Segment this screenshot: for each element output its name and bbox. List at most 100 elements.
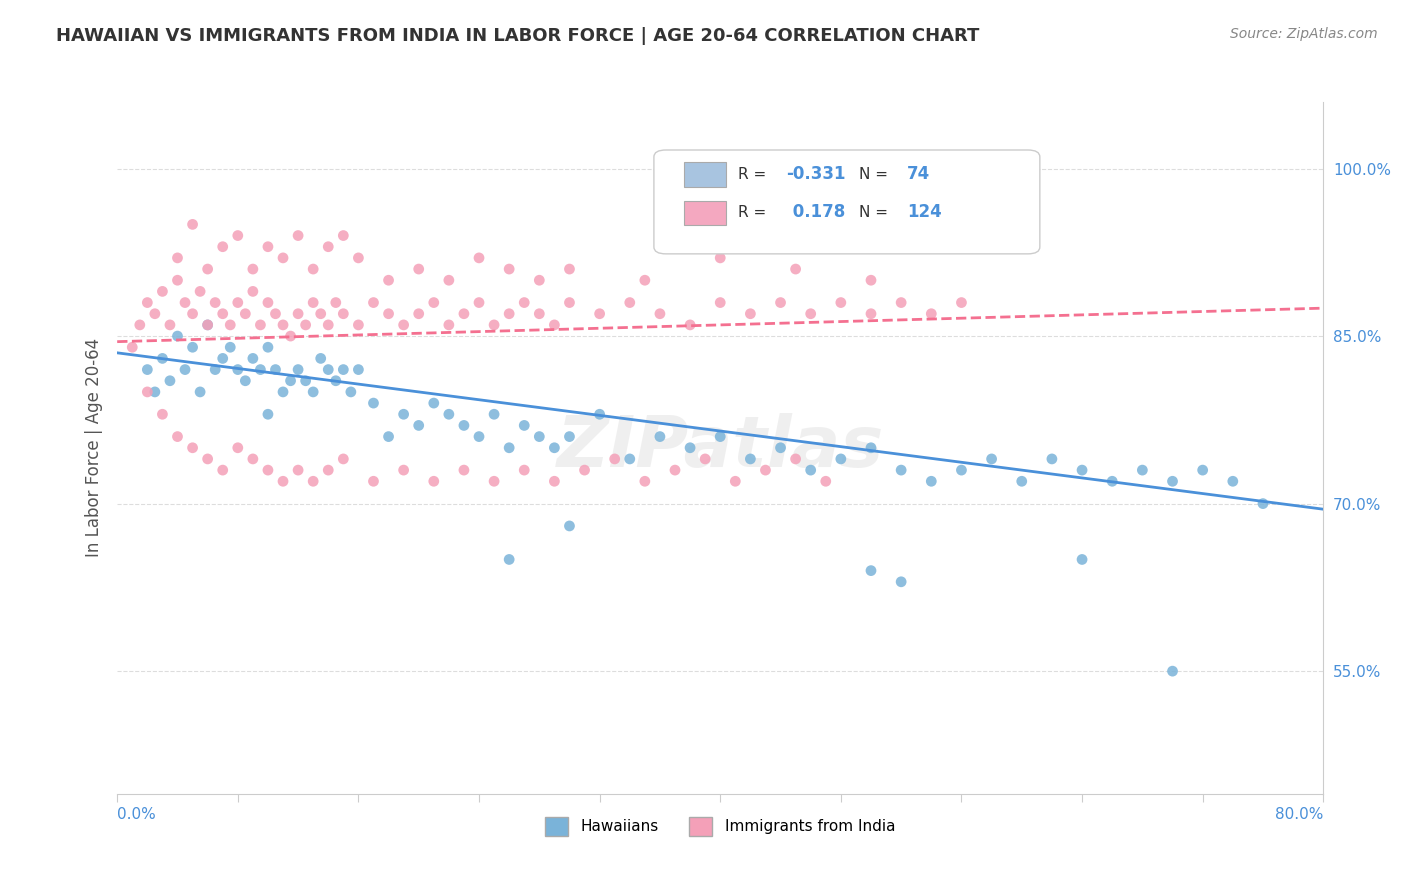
Point (332, 307, 354, 321)
Point (574, 463, 596, 477)
Point (529, 429, 551, 443)
Point (740, 452, 762, 467)
Point (316, 463, 339, 477)
Text: -0.331: -0.331 (786, 165, 846, 183)
Point (1191, 463, 1213, 477)
Point (128, 318, 150, 332)
Point (363, 475, 385, 489)
Point (543, 318, 565, 332)
Point (316, 362, 339, 376)
Point (257, 463, 280, 477)
Point (890, 463, 912, 477)
Point (152, 407, 174, 421)
Point (1222, 475, 1244, 489)
Point (226, 295, 249, 310)
Point (257, 340, 280, 354)
Point (468, 295, 491, 310)
Point (453, 463, 475, 477)
Point (197, 318, 219, 332)
Text: 74: 74 (907, 165, 931, 183)
Text: HAWAIIAN VS IMMIGRANTS FROM INDIA IN LABOR FORCE | AGE 20-64 CORRELATION CHART: HAWAIIAN VS IMMIGRANTS FROM INDIA IN LAB… (56, 27, 980, 45)
Point (174, 362, 197, 376)
Point (482, 407, 505, 421)
Point (588, 307, 610, 321)
Point (166, 251, 188, 265)
Point (392, 318, 415, 332)
Point (498, 441, 520, 455)
Point (309, 351, 332, 366)
Point (529, 273, 551, 287)
Point (740, 307, 762, 321)
Point (233, 374, 256, 388)
Point (709, 295, 731, 310)
Point (950, 463, 973, 477)
Point (121, 340, 143, 354)
Point (423, 475, 446, 489)
Point (287, 463, 309, 477)
Point (332, 452, 354, 467)
Point (513, 418, 536, 433)
Point (325, 295, 347, 310)
Point (136, 362, 159, 376)
Point (159, 374, 181, 388)
Point (143, 307, 166, 321)
Point (174, 295, 197, 310)
Text: R =: R = (738, 205, 772, 219)
Point (242, 285, 264, 299)
Point (136, 384, 159, 399)
Point (920, 307, 942, 321)
Point (709, 429, 731, 443)
Point (136, 295, 159, 310)
Legend: Hawaiians, Immigrants from India: Hawaiians, Immigrants from India (540, 811, 901, 842)
Point (347, 251, 370, 265)
Point (280, 329, 302, 343)
Point (830, 452, 852, 467)
Point (648, 307, 671, 321)
Point (423, 396, 446, 410)
Point (709, 251, 731, 265)
Point (287, 228, 309, 243)
Point (211, 351, 233, 366)
Point (166, 273, 188, 287)
Point (634, 475, 657, 489)
Point (558, 429, 581, 443)
Point (785, 452, 807, 467)
Point (143, 384, 166, 399)
Point (1130, 463, 1153, 477)
Point (316, 240, 339, 254)
Point (271, 475, 294, 489)
Text: N =: N = (859, 167, 893, 182)
Point (482, 475, 505, 489)
Point (1161, 475, 1184, 489)
Point (603, 452, 626, 467)
Point (754, 463, 776, 477)
Point (513, 295, 536, 310)
Point (890, 295, 912, 310)
Point (271, 318, 294, 332)
Bar (685, 162, 727, 186)
Point (302, 384, 325, 399)
Point (181, 441, 204, 455)
Point (513, 463, 536, 477)
Point (980, 452, 1002, 467)
Point (950, 295, 973, 310)
Point (1071, 552, 1094, 566)
Point (219, 318, 242, 332)
Point (859, 564, 882, 578)
Text: Source: ZipAtlas.com: Source: ZipAtlas.com (1230, 27, 1378, 41)
Point (695, 452, 717, 467)
Point (211, 240, 233, 254)
Point (309, 307, 332, 321)
Text: 124: 124 (907, 203, 942, 221)
Point (588, 407, 610, 421)
Point (392, 407, 415, 421)
Point (408, 307, 430, 321)
Point (257, 295, 280, 310)
Point (830, 295, 852, 310)
Point (408, 418, 430, 433)
Point (1011, 475, 1033, 489)
Point (181, 307, 204, 321)
Point (377, 273, 399, 287)
Point (498, 307, 520, 321)
Point (294, 318, 316, 332)
